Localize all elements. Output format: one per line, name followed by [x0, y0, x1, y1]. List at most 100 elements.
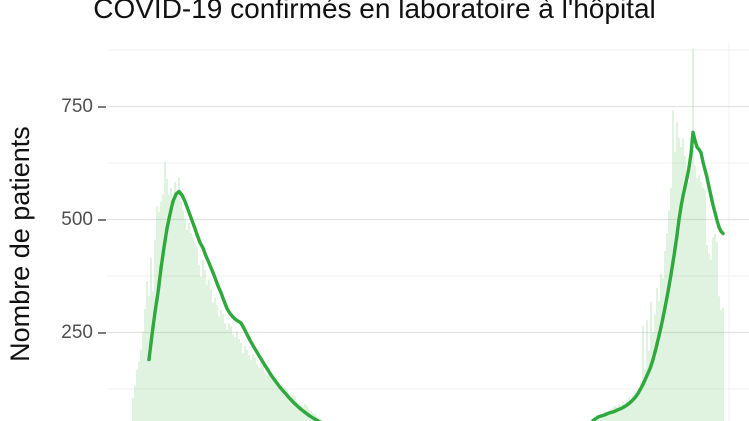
bar: [244, 346, 246, 421]
bar: [194, 243, 196, 421]
bar: [284, 387, 286, 421]
bar: [644, 368, 646, 421]
bar: [264, 373, 266, 421]
bar: [712, 237, 714, 421]
bar: [294, 396, 296, 421]
bar: [250, 359, 252, 421]
bar: [266, 375, 268, 421]
bar: [272, 377, 274, 421]
y-tick-mark: [98, 105, 106, 108]
bar: [708, 253, 710, 421]
bar: [628, 397, 630, 421]
bar: [220, 309, 222, 421]
bar: [718, 296, 720, 421]
bar: [184, 219, 186, 421]
y-tick-mark: [98, 218, 106, 221]
bar: [298, 402, 300, 421]
bar: [274, 382, 276, 421]
bar: [296, 401, 298, 421]
bar: [652, 332, 654, 421]
bar: [706, 244, 708, 421]
bar: [180, 201, 182, 421]
bar: [152, 291, 154, 421]
bar: [218, 316, 220, 421]
bar: [638, 388, 640, 421]
bar: [696, 178, 698, 421]
bar: [292, 394, 294, 421]
bar: [174, 181, 176, 421]
bar: [268, 370, 270, 421]
bar: [230, 326, 232, 421]
bar: [196, 247, 198, 421]
bar: [622, 402, 624, 421]
bar: [228, 323, 230, 421]
bar: [140, 349, 142, 421]
bar: [680, 147, 682, 421]
bar: [670, 187, 672, 421]
y-tick-label: 500: [61, 208, 93, 230]
bar: [674, 151, 676, 421]
bar: [614, 405, 616, 421]
bar: [658, 300, 660, 421]
bar: [678, 138, 680, 421]
bar: [634, 391, 636, 421]
bar: [702, 187, 704, 421]
bar: [136, 369, 138, 421]
bar: [302, 407, 304, 421]
bar: [722, 307, 724, 421]
bar: [208, 279, 210, 421]
bar: [610, 409, 612, 421]
bar: [618, 403, 620, 421]
bar: [204, 269, 206, 421]
bar: [286, 389, 288, 421]
bar: [234, 337, 236, 421]
bar: [210, 289, 212, 421]
y-tick-mark: [98, 331, 106, 334]
bar: [278, 386, 280, 421]
bar: [254, 356, 256, 421]
bar: [134, 385, 136, 421]
bar: [698, 174, 700, 421]
bar: [190, 233, 192, 421]
bar: [176, 192, 178, 421]
bar: [690, 169, 692, 421]
bar: [624, 404, 626, 421]
bar: [154, 239, 156, 421]
bar: [700, 181, 702, 421]
bar: [212, 302, 214, 421]
bar: [720, 309, 722, 421]
bar: [646, 319, 648, 421]
bar: [640, 382, 642, 421]
bar: [664, 251, 666, 421]
bar: [684, 156, 686, 421]
bar: [686, 177, 688, 421]
bar: [178, 177, 180, 421]
bar: [626, 400, 628, 421]
bar: [630, 400, 632, 421]
bar: [682, 138, 684, 421]
bar: [608, 410, 610, 421]
bar: [612, 407, 614, 421]
bar: [636, 393, 638, 421]
bar: [170, 187, 172, 421]
bar: [252, 354, 254, 421]
bar: [238, 339, 240, 421]
bar: [142, 331, 144, 421]
trend-line-series: [147, 130, 725, 421]
bar: [694, 165, 696, 421]
bar: [648, 350, 650, 421]
bar: [144, 308, 146, 421]
bar: [216, 305, 218, 421]
bar: [224, 323, 226, 421]
bar: [262, 365, 264, 421]
bar: [598, 417, 600, 421]
bar: [290, 397, 292, 421]
bar: [240, 342, 242, 421]
bar: [662, 278, 664, 421]
bar: [632, 394, 634, 421]
bar: [138, 361, 140, 421]
bar: [258, 367, 260, 421]
bar: [192, 237, 194, 421]
